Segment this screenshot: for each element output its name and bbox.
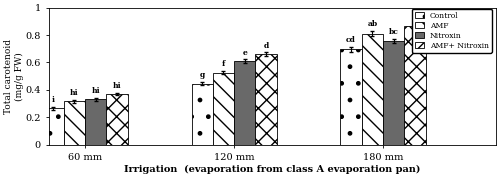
Bar bbox=[256, 54, 276, 145]
Text: hi: hi bbox=[92, 87, 100, 95]
Bar bbox=[340, 49, 362, 145]
X-axis label: Irrigation  (evaporation from class A evaporation pan): Irrigation (evaporation from class A eva… bbox=[124, 165, 420, 174]
Text: hi: hi bbox=[112, 82, 122, 90]
Bar bbox=[234, 61, 256, 145]
Legend: Control, AMF, Nitroxin, AMF+ Nitroxin: Control, AMF, Nitroxin, AMF+ Nitroxin bbox=[412, 9, 492, 53]
Text: e: e bbox=[242, 49, 247, 57]
Text: hi: hi bbox=[70, 89, 79, 97]
Text: i: i bbox=[52, 96, 54, 104]
Bar bbox=[42, 108, 64, 145]
Bar bbox=[85, 99, 106, 145]
Text: g: g bbox=[200, 71, 205, 79]
Bar bbox=[213, 73, 234, 145]
Text: cd: cd bbox=[346, 36, 356, 44]
Bar bbox=[383, 41, 404, 145]
Text: a: a bbox=[412, 13, 418, 21]
Bar bbox=[404, 26, 425, 145]
Text: f: f bbox=[222, 60, 225, 68]
Y-axis label: Total carotenoid
(mg/g FW): Total carotenoid (mg/g FW) bbox=[4, 39, 24, 114]
Bar bbox=[192, 84, 213, 145]
Bar bbox=[64, 101, 85, 145]
Text: ab: ab bbox=[368, 20, 378, 28]
Text: bc: bc bbox=[388, 28, 398, 36]
Bar bbox=[362, 34, 383, 145]
Text: d: d bbox=[264, 42, 268, 50]
Bar bbox=[106, 94, 128, 145]
